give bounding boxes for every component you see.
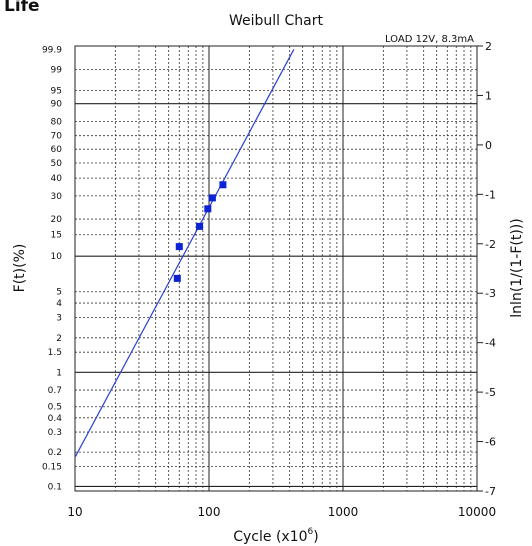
y-left-tick-label: 0.7 [48,386,62,396]
y-right-tick-label: -1 [485,188,496,201]
y-left-tick-label: 99.9 [42,45,62,55]
y-left-tick-label: 20 [51,215,63,225]
x-tick-label: 100 [198,505,221,519]
tick-label-layer: 99.999959080706050403020151054321.510.70… [42,40,496,519]
y-left-tick-label: 10 [51,252,63,262]
y-left-tick-label: 70 [51,132,63,142]
y-left-tick-label: 0.1 [48,482,62,492]
y-left-tick-label: 30 [51,192,63,202]
y-right-tick-label: -7 [485,485,496,498]
x-axis-label: Cycle (x106) [233,527,318,545]
x-axis-label-close: ) [313,529,318,545]
fit-line [74,49,295,458]
y-left-tick-label: 0.3 [48,428,62,438]
y-right-tick-label: 0 [485,139,492,152]
x-axis-label-exponent: 6 [308,527,314,537]
chart-annotation: LOAD 12V, 8.3mA [385,34,474,45]
grid-layer [74,45,478,492]
x-tick-label: 10000 [458,505,496,519]
y-left-tick-label: 0.2 [48,448,62,458]
y-left-tick-label: 80 [51,117,63,127]
x-tick-label: 10 [67,505,82,519]
chart-title: Weibull Chart [229,13,323,29]
y-axis-label-right: lnln(1/(1-F(t))) [509,218,525,317]
page-heading: Life [4,0,40,16]
y-left-tick-label: 1.5 [48,348,62,358]
data-point [204,205,212,213]
y-left-tick-label: 5 [56,288,62,298]
y-right-tick-label: -6 [485,436,496,449]
y-right-tick-label: 2 [485,40,492,53]
data-layer [74,49,295,458]
y-left-tick-label: 1 [56,368,62,378]
y-left-tick-label: 60 [51,145,63,155]
y-right-tick-label: -3 [485,287,496,300]
y-right-tick-label: -4 [485,337,496,350]
plot-frame [74,45,478,492]
data-point [173,274,181,282]
y-left-tick-label: 40 [51,174,63,184]
data-point [208,194,216,202]
data-point [175,243,183,251]
y-left-tick-label: 2 [56,334,62,344]
y-left-tick-label: 0.15 [42,462,62,472]
x-tick-label: 1000 [328,505,359,519]
y-right-tick-label: -5 [485,386,496,399]
y-right-tick-label: 1 [485,89,492,102]
y-left-tick-label: 99 [51,65,63,75]
x-axis-label-main: Cycle (x10 [233,529,307,545]
y-left-tick-label: 50 [51,159,63,169]
data-point [196,222,204,230]
data-point [219,181,227,189]
y-right-tick-label: -2 [485,238,496,251]
y-left-tick-label: 90 [51,100,63,110]
y-left-tick-label: 15 [51,231,62,241]
y-left-tick-label: 3 [56,314,62,324]
y-left-tick-label: 0.4 [48,414,63,424]
y-left-tick-label: 4 [56,299,62,309]
y-left-tick-label: 95 [51,87,62,97]
y-left-tick-label: 0.5 [48,403,62,413]
y-axis-label-left: F(t)(%) [12,244,28,293]
